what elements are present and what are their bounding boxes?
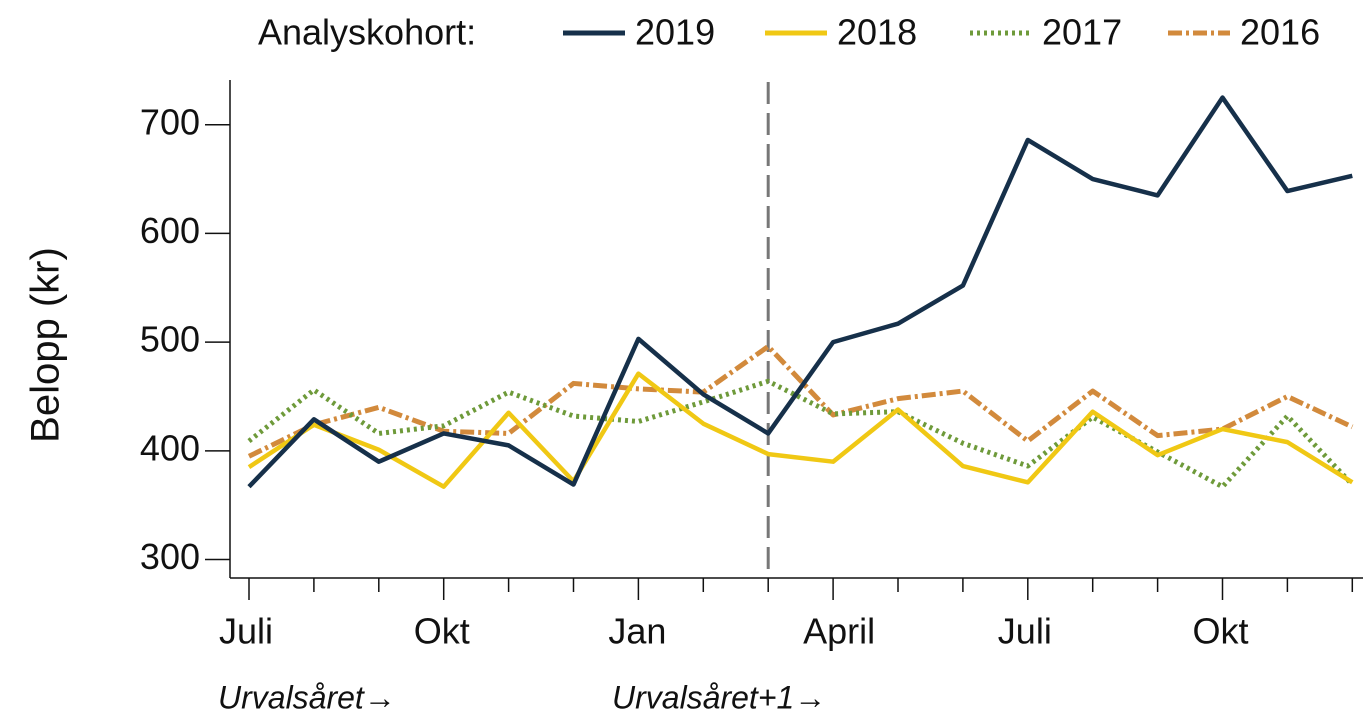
series-line xyxy=(247,95,1353,489)
series-line xyxy=(247,378,1355,490)
x-tick-label: Okt xyxy=(1193,611,1249,652)
y-tick-label: 700 xyxy=(140,101,200,142)
legend-label: 2019 xyxy=(635,12,715,53)
x-tick-label: Jan xyxy=(608,611,666,652)
y-tick-label: 400 xyxy=(140,427,200,468)
annotation: Urvalsåret→ xyxy=(218,679,396,715)
legend-title: Analyskohort: xyxy=(258,12,476,53)
y-tick-label: 300 xyxy=(140,536,200,577)
legend-label: 2017 xyxy=(1042,12,1122,53)
x-tick-label: Okt xyxy=(414,611,470,652)
x-tick-label: Juli xyxy=(998,611,1052,652)
annotation: Urvalsåret+1→ xyxy=(612,679,826,715)
x-tick-label: April xyxy=(803,611,875,652)
legend-label: 2016 xyxy=(1240,12,1320,53)
y-tick-label: 600 xyxy=(140,210,200,251)
y-axis-label: Belopp (kr) xyxy=(24,247,68,443)
series-line xyxy=(247,371,1354,489)
series-line xyxy=(247,343,1354,459)
x-tick-label: Juli xyxy=(219,611,273,652)
y-tick-label: 500 xyxy=(140,319,200,360)
legend-label: 2018 xyxy=(837,12,917,53)
